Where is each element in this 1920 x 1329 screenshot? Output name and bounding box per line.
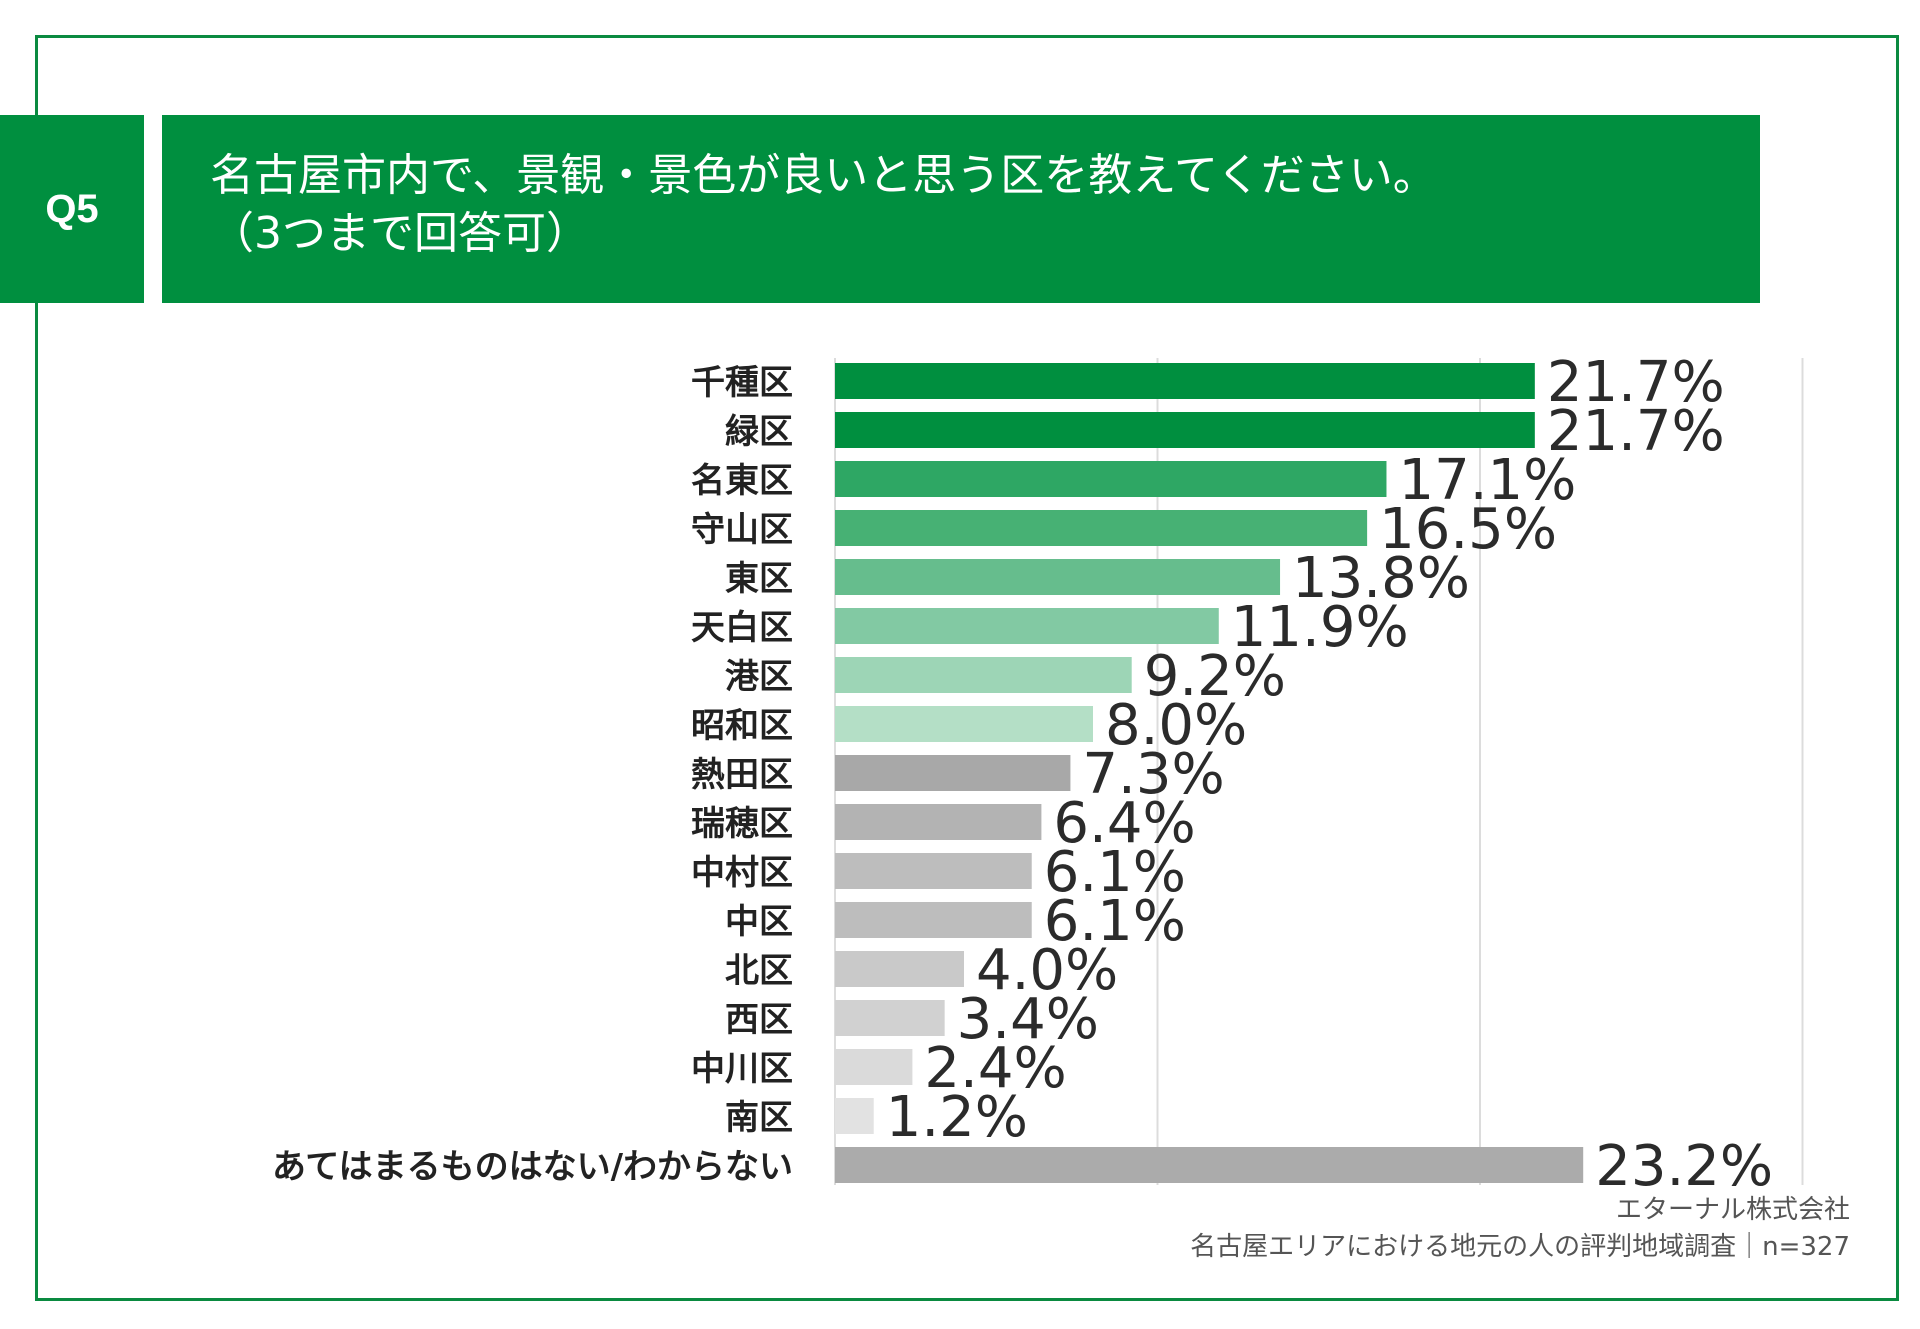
value-label: 7.3% <box>1082 742 1224 807</box>
value-label: 6.4% <box>1053 791 1195 856</box>
value-label: 13.8% <box>1292 546 1470 611</box>
category-label: 緑区 <box>725 412 793 452</box>
category-label: 瑞穂区 <box>691 804 793 844</box>
value-label: 3.4% <box>957 987 1099 1052</box>
bar-9 <box>835 804 1042 840</box>
category-label: 中村区 <box>691 853 793 893</box>
bar-4 <box>835 559 1281 595</box>
bar-11 <box>835 902 1032 938</box>
chart-frame <box>35 35 1899 1301</box>
value-label: 9.2% <box>1144 644 1286 709</box>
value-label: 21.7% <box>1547 350 1725 415</box>
category-label: 東区 <box>725 559 793 599</box>
bar-13 <box>835 1000 945 1036</box>
bar-8 <box>835 755 1071 791</box>
value-label: 4.0% <box>976 938 1118 1003</box>
category-label: 北区 <box>725 951 793 991</box>
category-label: あてはまるものはない/わからない <box>272 1147 793 1187</box>
value-label: 2.4% <box>924 1036 1066 1101</box>
value-label: 8.0% <box>1105 693 1247 758</box>
bar-1 <box>835 412 1535 448</box>
value-label: 6.1% <box>1044 889 1186 954</box>
value-label: 21.7% <box>1547 399 1725 464</box>
bar-2 <box>835 461 1387 497</box>
bar-15 <box>835 1098 874 1134</box>
bar-12 <box>835 951 964 987</box>
question-badge: Q5 <box>0 115 144 303</box>
source-note: エターナル株式会社 名古屋エリアにおける地元の人の評判地域調査｜n=327 <box>1190 1192 1850 1266</box>
bar-10 <box>835 853 1032 889</box>
value-label: 11.9% <box>1231 595 1409 660</box>
category-label: 名東区 <box>691 461 793 501</box>
value-label: 6.1% <box>1044 840 1186 905</box>
category-label: 南区 <box>725 1098 793 1138</box>
bar-0 <box>835 363 1535 399</box>
value-label: 1.2% <box>886 1085 1028 1150</box>
value-label: 23.2% <box>1595 1134 1773 1199</box>
category-label: 中川区 <box>691 1049 793 1089</box>
bar-14 <box>835 1049 913 1085</box>
category-label: 守山区 <box>691 510 793 550</box>
source-company: エターナル株式会社 <box>1615 1195 1850 1225</box>
category-label: 昭和区 <box>691 706 793 746</box>
bar-16 <box>835 1147 1584 1183</box>
question-title: 名古屋市内で、景観・景色が良いと思う区を教えてください。 <box>210 150 1437 201</box>
question-subtitle: （3つまで回答可） <box>210 208 590 259</box>
bar-6 <box>835 657 1132 693</box>
bar-5 <box>835 608 1219 644</box>
category-label: 熱田区 <box>691 755 793 795</box>
category-label: 天白区 <box>691 608 793 648</box>
value-label: 17.1% <box>1398 448 1576 513</box>
bar-3 <box>835 510 1368 546</box>
category-label: 港区 <box>725 657 793 697</box>
value-label: 16.5% <box>1379 497 1557 562</box>
category-label: 千種区 <box>691 363 793 403</box>
question-title-box: 名古屋市内で、景観・景色が良いと思う区を教えてください。 （3つまで回答可） <box>162 115 1760 303</box>
category-label: 中区 <box>725 902 793 942</box>
bar-7 <box>835 706 1093 742</box>
category-label: 西区 <box>725 1000 793 1040</box>
source-survey: 名古屋エリアにおける地元の人の評判地域調査｜n=327 <box>1190 1232 1850 1262</box>
